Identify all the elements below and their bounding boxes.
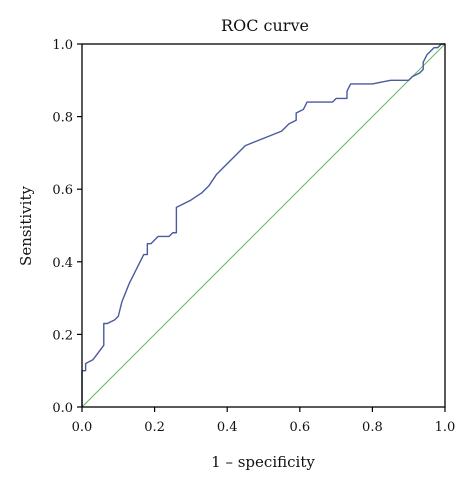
plot-area: [81, 43, 446, 408]
roc-curve-line: [81, 43, 445, 407]
x-tick-label: 1.0: [435, 420, 456, 435]
plot-frame: [81, 43, 446, 408]
x-tick-label: 0.2: [144, 420, 165, 435]
y-tick-label: 0.8: [52, 111, 73, 126]
y-tick-label: 1.0: [52, 38, 73, 53]
y-axis: 0.0 0.2 0.4 0.6 0.8 1.0: [52, 38, 82, 416]
chart-title: ROC curve: [221, 16, 309, 35]
x-axis-label: 1 – specificity: [211, 453, 315, 471]
x-tick-label: 0.4: [217, 420, 238, 435]
series-layer: [81, 43, 446, 408]
x-tick-label: 0.6: [289, 420, 310, 435]
x-tick-label: 0.0: [72, 420, 93, 435]
x-tick-label: 0.8: [362, 420, 383, 435]
y-tick-label: 0.0: [52, 401, 73, 416]
y-tick-label: 0.6: [52, 183, 73, 198]
x-axis: 0.0 0.2 0.4 0.6 0.8 1.0: [72, 407, 456, 435]
y-axis-label: Sensitivity: [17, 186, 35, 266]
y-tick-label: 0.2: [52, 328, 73, 343]
reference-diagonal-line: [81, 43, 446, 408]
y-tick-label: 0.4: [52, 256, 73, 271]
